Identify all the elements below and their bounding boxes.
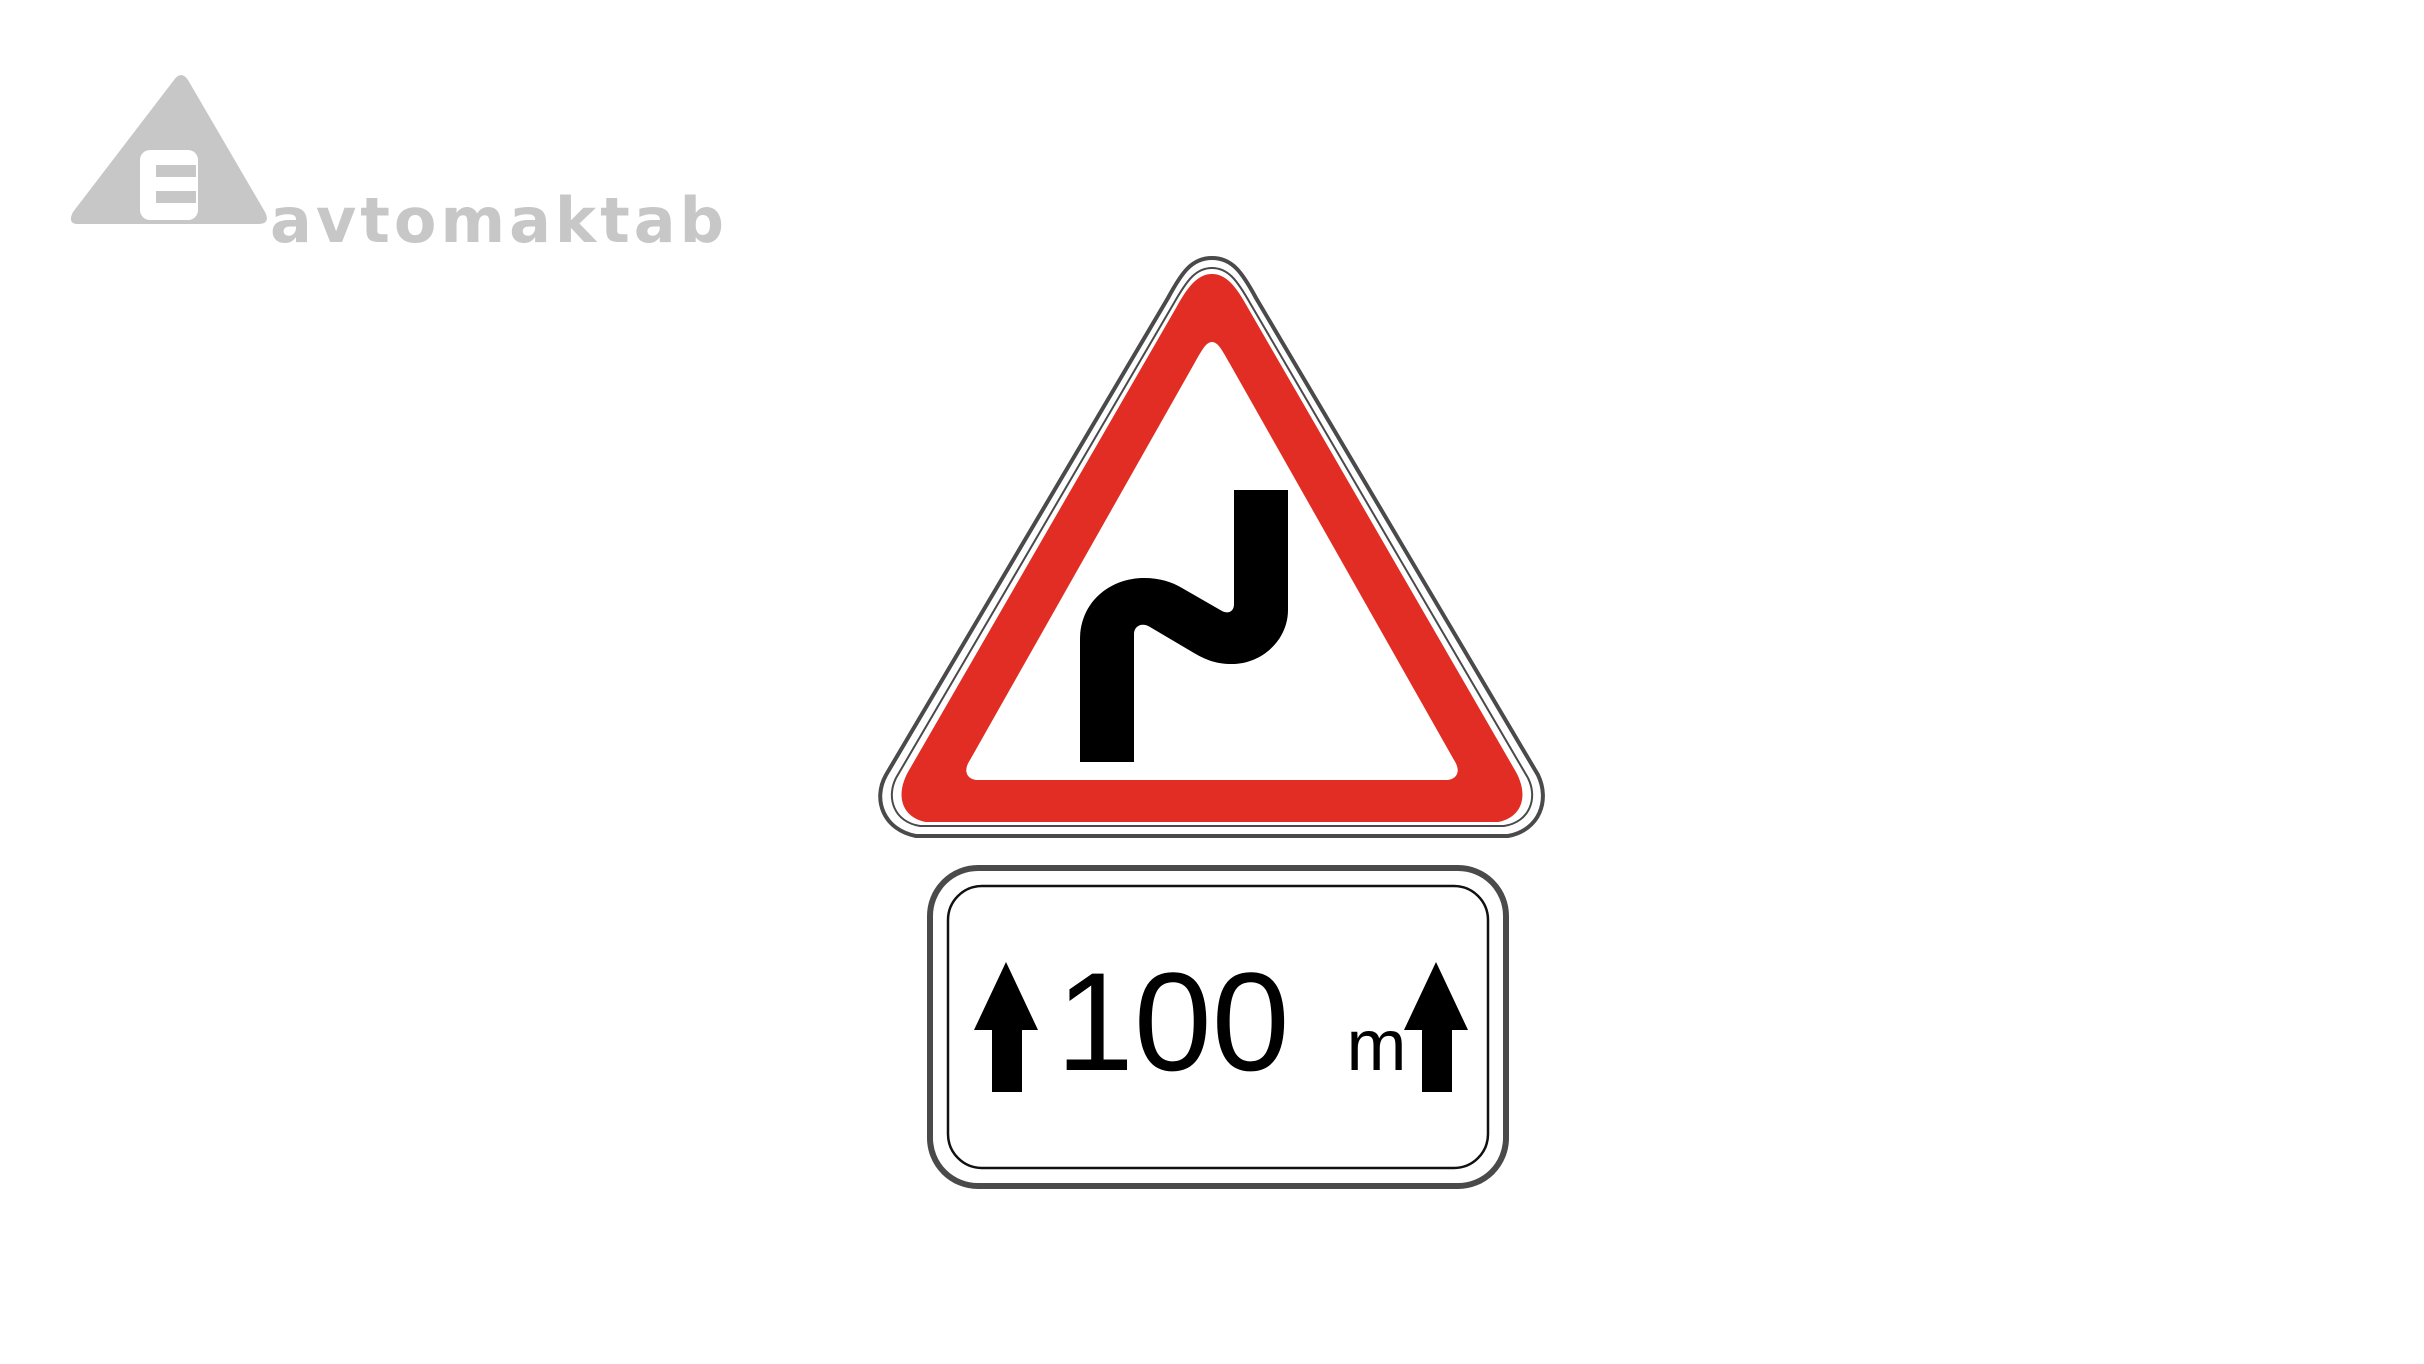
right-arrow-up-icon [1404,962,1468,1092]
left-arrow-up-icon [974,962,1038,1092]
distance-plate: 100 m [927,865,1509,1189]
distance-number: 100 [1056,943,1290,1100]
distance-unit: m [1347,1006,1407,1086]
warning-sign [878,255,1545,838]
double-bend-icon [1080,490,1288,762]
svg-text:100 m: 100 m [1056,943,1406,1100]
logo-triangle-icon [70,75,267,224]
logo-wordmark: avtomaktab [270,184,729,257]
logo: E avtomaktab [70,72,724,262]
